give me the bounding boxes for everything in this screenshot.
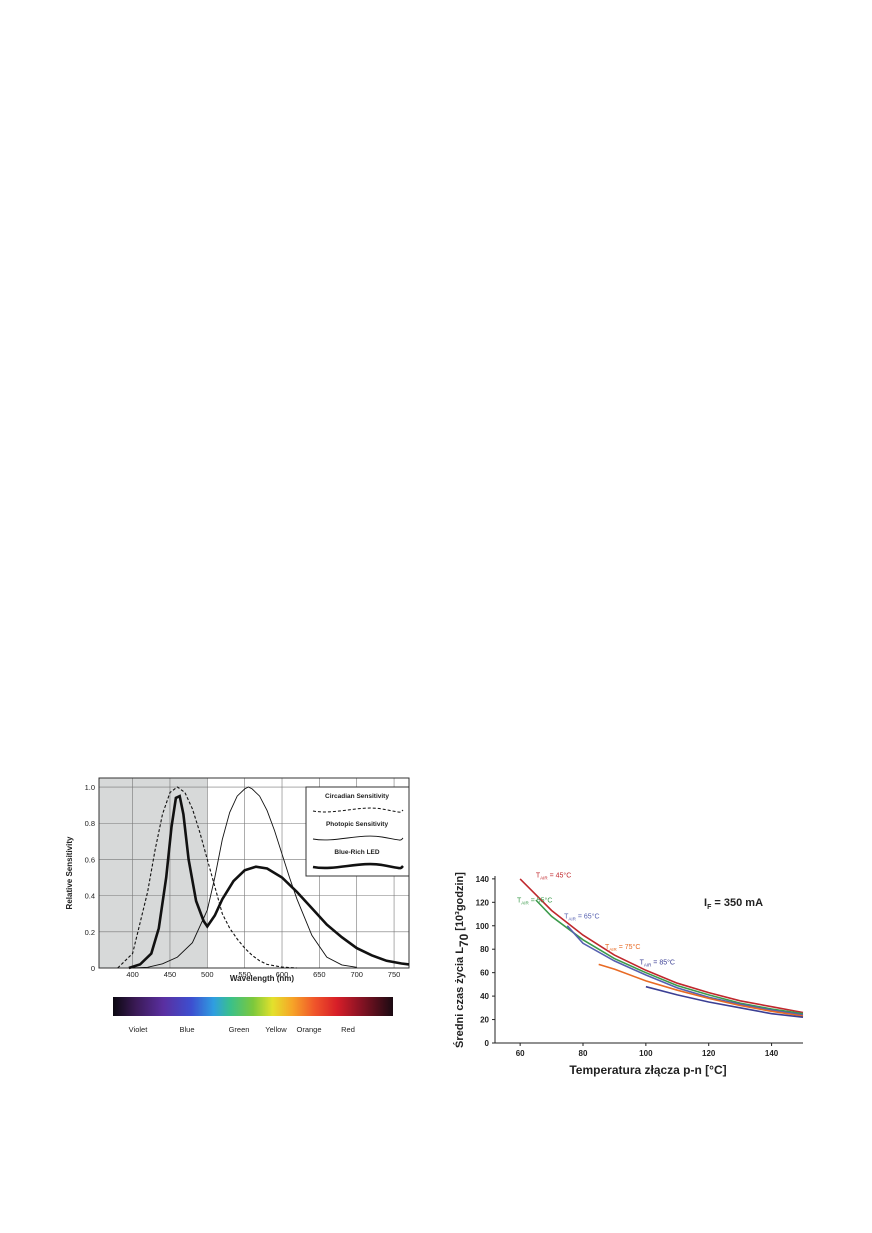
series-label: TAIR = 55°C bbox=[517, 896, 552, 905]
series-line bbox=[128, 794, 410, 970]
y-tick-label: 0.8 bbox=[85, 819, 95, 828]
spectrum-label: Violet bbox=[129, 1025, 149, 1034]
spectrum-label: Orange bbox=[296, 1025, 321, 1034]
y-axis-label-group: Średni czas życia L70 [10³godzin] bbox=[453, 872, 471, 1048]
legend-swatch bbox=[312, 835, 404, 841]
spectrum-label: Red bbox=[341, 1025, 355, 1034]
spectrum-label: Blue bbox=[179, 1025, 194, 1034]
y-tick-label: 0.2 bbox=[85, 928, 95, 937]
annotation-value: = 350 mA bbox=[711, 897, 763, 909]
series-label-subscript: AIR bbox=[540, 876, 548, 881]
legend-swatch bbox=[312, 862, 404, 870]
x-axis-label: Temperatura złącza p-n [°C] bbox=[569, 1063, 726, 1077]
x-tick-label: 500 bbox=[201, 970, 214, 979]
series-label-value: = 65°C bbox=[576, 913, 600, 921]
y-axis-label: Średni czas życia L70 [10³godzin] bbox=[453, 872, 471, 1048]
y-axis-label: Relative Sensitivity bbox=[65, 836, 74, 909]
series-label-subscript: AIR bbox=[609, 947, 617, 952]
series-group bbox=[117, 786, 410, 970]
spectral-sensitivity-chart: 400 450 500 550 600 650 700 750 0 0.2 0.4 0.6 0.8 1.… bbox=[60, 770, 420, 1075]
series-line bbox=[598, 963, 804, 1017]
x-tick-label: 400 bbox=[126, 970, 139, 979]
x-axis-label: Wavelength (nm) bbox=[230, 974, 294, 983]
series-label-symbol: T bbox=[564, 914, 569, 921]
x-tick-labels: 60 80 100 120 140 bbox=[516, 1049, 779, 1058]
spectral-chart-svg: 400 450 500 550 600 650 700 750 0 0.2 0.4 0.6 0.8 1.… bbox=[65, 777, 410, 1034]
legend-label: Circadian Sensitivity bbox=[325, 793, 389, 800]
series-label: TAIR = 45°C bbox=[536, 872, 571, 881]
visible-spectrum-bar bbox=[113, 997, 393, 1016]
y-tick-labels: 0 20 40 60 80 100 120 140 bbox=[476, 875, 490, 1048]
annotation-subscript: F bbox=[707, 904, 712, 911]
lifetime-chart-svg: 60 80 100 120 140 0 20 40 60 80 100 120 140 Tempera… bbox=[453, 872, 804, 1077]
y-tick-label: 0.6 bbox=[85, 855, 95, 864]
x-tick-label: 550 bbox=[238, 970, 251, 979]
y-tick-label: 140 bbox=[476, 875, 490, 884]
y-tick-labels: 0 0.2 0.4 0.6 0.8 1.0 bbox=[85, 783, 95, 973]
series-label-symbol: T bbox=[536, 873, 541, 880]
legend-label: Blue-Rich LED bbox=[334, 849, 379, 856]
x-tick-label: 450 bbox=[164, 970, 177, 979]
x-tick-label: 60 bbox=[516, 1049, 525, 1058]
spectrum-label: Yellow bbox=[265, 1025, 287, 1034]
series-line bbox=[535, 899, 804, 1015]
series-label-subscript: AIR bbox=[644, 962, 652, 967]
series-label: TAIR = 65°C bbox=[564, 913, 599, 922]
y-axis-label-subscript: 70 bbox=[457, 933, 471, 947]
series-label-subscript: AIR bbox=[568, 917, 576, 922]
series-line bbox=[117, 786, 298, 969]
y-tick-label: 0 bbox=[91, 964, 95, 973]
legend-box bbox=[305, 786, 410, 877]
y-tick-label: 40 bbox=[480, 992, 489, 1001]
series-label-symbol: T bbox=[517, 897, 522, 904]
series-label-symbol: T bbox=[605, 944, 610, 951]
legend-label: Photopic Sensitivity bbox=[326, 821, 389, 828]
series-group bbox=[519, 878, 804, 1018]
x-tick-label: 120 bbox=[702, 1049, 716, 1058]
y-tick-label: 120 bbox=[476, 898, 490, 907]
spectrum-labels: Violet Blue Green Yellow Orange Red bbox=[129, 1025, 355, 1034]
x-tick-label: 80 bbox=[579, 1049, 588, 1058]
y-axis-label-main: Średni czas życia L bbox=[453, 947, 466, 1048]
series-label: TAIR = 85°C bbox=[640, 958, 675, 967]
series-label-value: = 45°C bbox=[548, 872, 572, 880]
series-label-value: = 85°C bbox=[651, 958, 675, 966]
x-tick-label: 140 bbox=[765, 1049, 779, 1058]
y-tick-label: 0.4 bbox=[85, 892, 95, 901]
series-line bbox=[645, 985, 804, 1018]
y-tick-label: 100 bbox=[476, 922, 490, 931]
annotation-symbol: I bbox=[704, 897, 707, 909]
y-tick-label: 1.0 bbox=[85, 783, 95, 792]
x-tick-label: 700 bbox=[350, 970, 363, 979]
y-tick-label: 80 bbox=[480, 945, 489, 954]
series-label-subscript: AIR bbox=[521, 900, 529, 905]
series-label-value: = 55°C bbox=[529, 896, 553, 904]
series-line bbox=[566, 925, 804, 1016]
series-label-symbol: T bbox=[640, 959, 645, 966]
series-label: TAIR = 75°C bbox=[605, 943, 640, 952]
x-tick-labels: 400 450 500 550 600 650 700 750 bbox=[126, 970, 400, 979]
series-line bbox=[132, 786, 357, 969]
spectrum-label: Green bbox=[229, 1025, 250, 1034]
y-tick-label: 60 bbox=[480, 969, 489, 978]
led-lifetime-chart: 60 80 100 120 140 0 20 40 60 80 100 120 140 Tempera… bbox=[448, 860, 816, 1085]
legend: Circadian Sensitivity Photopic Sensitivit… bbox=[312, 793, 404, 870]
y-tick-label: 0 bbox=[485, 1039, 490, 1048]
y-tick-label: 20 bbox=[480, 1016, 489, 1025]
x-tick-label: 100 bbox=[639, 1049, 653, 1058]
x-tick-label: 650 bbox=[313, 970, 326, 979]
y-axis-label-unit: [10³godzin] bbox=[454, 872, 466, 931]
series-label-value: = 75°C bbox=[617, 943, 641, 951]
x-tick-label: 600 bbox=[276, 970, 289, 979]
axes bbox=[492, 876, 803, 1046]
x-tick-label: 750 bbox=[388, 970, 401, 979]
forward-current-annotation: IF = 350 mA bbox=[704, 897, 763, 911]
series-line bbox=[519, 878, 804, 1014]
